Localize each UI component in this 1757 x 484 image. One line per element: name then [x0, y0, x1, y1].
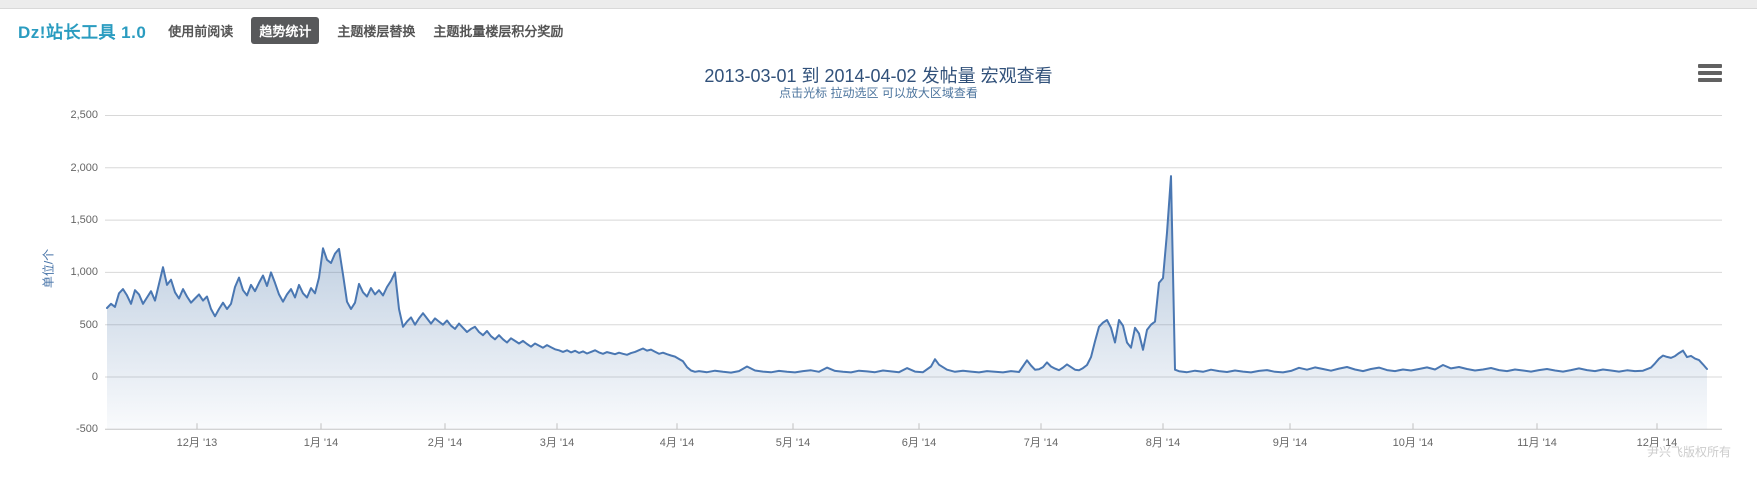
navbar: Dz!站长工具 1.0 使用前阅读 趋势统计 主题楼层替换 主题批量楼层积分奖励 [0, 9, 1757, 51]
plot-area[interactable] [0, 52, 1757, 484]
x-axis-label: 2月 '14 [427, 437, 463, 449]
x-axis-label: 9月 '14 [1272, 437, 1308, 449]
nav-items: 使用前阅读 趋势统计 主题楼层替换 主题批量楼层积分奖励 [168, 16, 564, 44]
y-axis-label: 2,000 [70, 161, 98, 174]
series-line [106, 175, 1708, 374]
y-axis-label: 1,000 [70, 266, 98, 279]
x-axis-label: 3月 '14 [539, 437, 575, 449]
x-axis-label: 7月 '14 [1023, 437, 1059, 449]
x-axis-label: 11月 '14 [1517, 437, 1557, 449]
y-axis-label: 0 [91, 371, 98, 383]
y-axis-label: 2,500 [70, 109, 98, 122]
x-axis-label: 12月 '13 [176, 437, 218, 449]
top-divider [0, 0, 1757, 9]
x-axis-label: 4月 '14 [659, 437, 695, 449]
series-area [107, 176, 1707, 430]
chart: 2013-03-01 到 2014-04-02 发帖量 宏观查看 点击光标 拉动… [0, 52, 1757, 484]
x-axis-label: 8月 '14 [1145, 437, 1181, 449]
nav-item-read-before-use[interactable]: 使用前阅读 [168, 23, 234, 39]
x-axis-label: 1月 '14 [303, 437, 339, 449]
chart-title: 2013-03-01 到 2014-04-02 发帖量 宏观查看 [704, 66, 1053, 86]
nav-item-trend-stats[interactable]: 趋势统计 [251, 16, 320, 44]
x-axis-label: 10月 '14 [1392, 437, 1434, 449]
x-axis-label: 6月 '14 [901, 437, 937, 449]
y-axis-label: 500 [79, 318, 98, 331]
nav-item-batch-floor-points-reward[interactable]: 主题批量楼层积分奖励 [433, 23, 564, 39]
y-axis-label: 1,500 [70, 214, 98, 227]
x-axis-label: 12月 '14 [1636, 437, 1678, 449]
x-axis-label: 5月 '14 [775, 437, 811, 449]
chart-menu-button[interactable] [1698, 62, 1726, 84]
app-logo[interactable]: Dz!站长工具 1.0 [18, 22, 147, 42]
nav-item-topic-floor-replace[interactable]: 主题楼层替换 [337, 23, 416, 39]
credits-text: 尹兴飞版权所有 [1646, 445, 1731, 459]
chart-subtitle: 点击光标 拉动选区 可以放大区域查看 [779, 86, 978, 100]
y-axis-label: -500 [75, 423, 98, 436]
